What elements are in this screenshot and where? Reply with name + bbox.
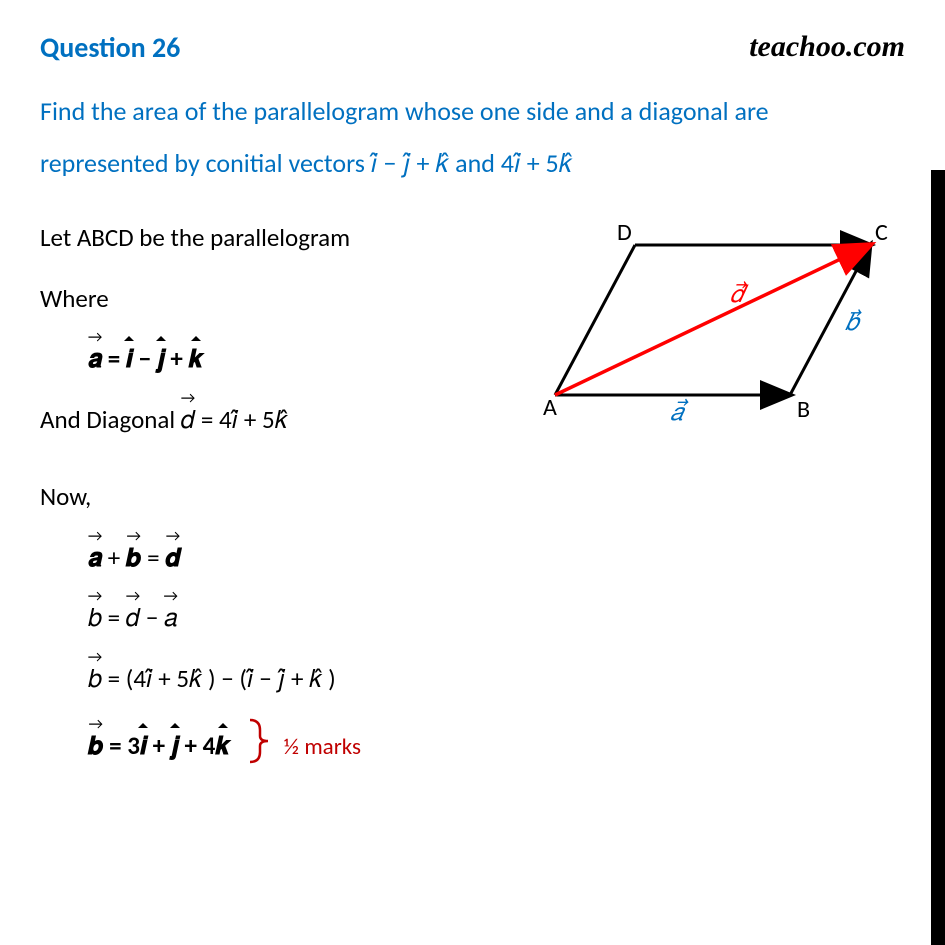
parallelogram-diagram: A B C D 𝑎⃗ 𝑏⃗ 𝑑⃗ (525, 220, 895, 430)
svg-text:𝑏⃗: 𝑏⃗ (845, 308, 862, 337)
svg-text:C: C (875, 220, 888, 247)
svg-text:𝑎⃗: 𝑎⃗ (670, 398, 689, 427)
question-text: Find the area of the parallelogram whose… (40, 85, 905, 189)
svg-text:A: A (543, 393, 557, 422)
brace-icon (246, 718, 272, 778)
eq1: 𝒂 + 𝒃 = 𝒅 (40, 537, 905, 580)
eq4: 𝒃 = 3𝒊 + 𝒋 + 4𝒌 ½ marks (40, 718, 905, 778)
brand-logo: teachoo.com (749, 30, 905, 64)
marks-label: ½ marks (284, 733, 361, 761)
eq3: 𝑏 = (4𝑖̂ + 5𝑘̂ ) − (𝑖̂ − 𝑗̂ + 𝑘̂ ) (40, 658, 905, 701)
svg-text:B: B (797, 395, 810, 424)
eq2: 𝑏 = 𝑑 − 𝑎 (40, 597, 905, 640)
svg-text:D: D (617, 220, 632, 247)
question-title: Question 26 (40, 30, 180, 65)
now-line: Now, (40, 476, 905, 519)
